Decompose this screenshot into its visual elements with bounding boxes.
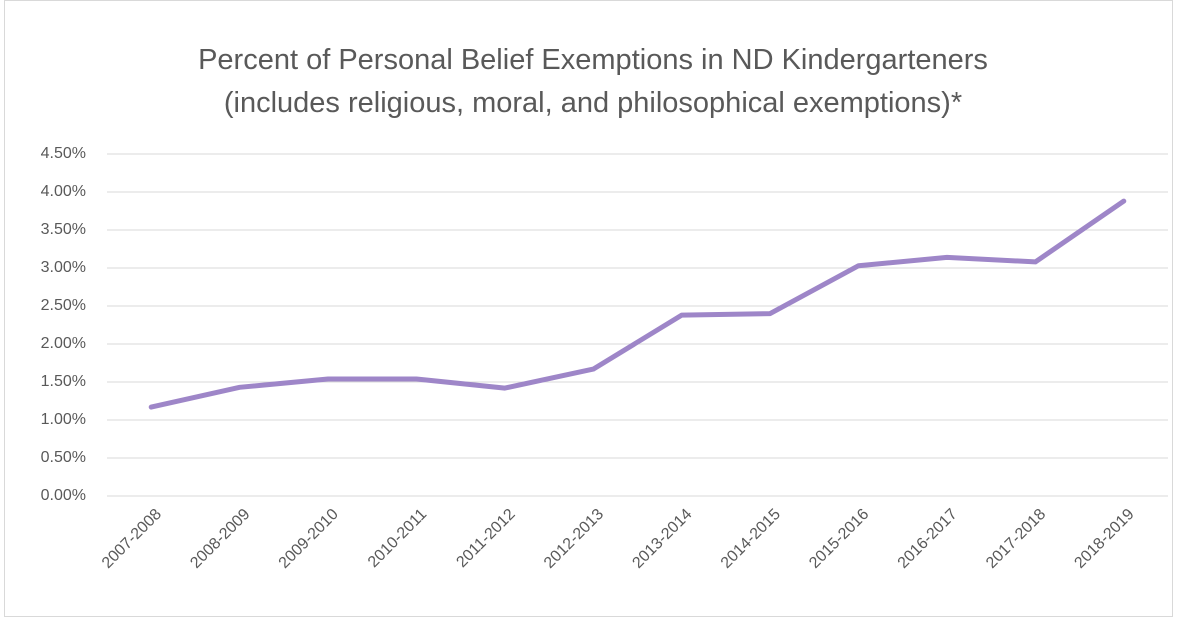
chart-subtitle: (includes religious, moral, and philosop… [224, 87, 962, 119]
y-tick-label: 3.00% [41, 259, 86, 276]
y-tick-label: 0.00% [41, 487, 86, 504]
y-tick-label: 3.50% [41, 221, 86, 238]
data-line [148, 198, 1127, 410]
y-tick-label: 4.50% [41, 145, 86, 162]
chart-title: Percent of Personal Belief Exemptions in… [198, 44, 988, 76]
y-tick-label: 2.50% [41, 297, 86, 314]
y-tick-label: 0.50% [41, 449, 86, 466]
y-tick-label: 1.00% [41, 411, 86, 428]
y-tick-label: 1.50% [41, 373, 86, 390]
y-tick-label: 2.00% [41, 335, 86, 352]
y-tick-label: 4.00% [41, 183, 86, 200]
chart-border [4, 0, 1173, 617]
